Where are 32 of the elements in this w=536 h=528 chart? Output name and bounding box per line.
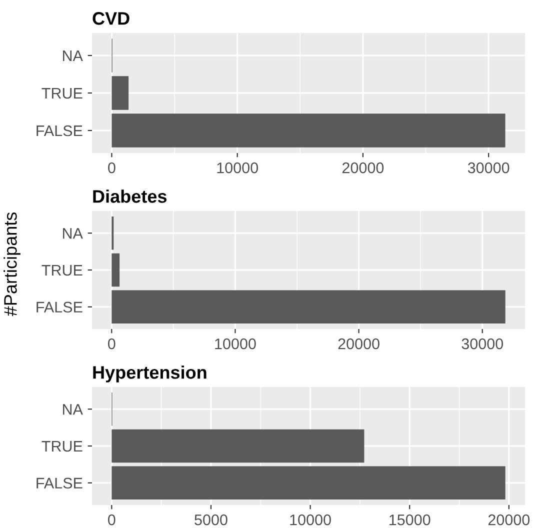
x-tick-label: 10000: [215, 338, 256, 350]
x-tick-label: 30000: [462, 338, 504, 350]
y-tick-label: TRUE: [42, 441, 82, 452]
x-tick-label: 30000: [468, 162, 510, 174]
x-tick-label: 0: [108, 338, 116, 350]
y-tick-label: NA: [63, 50, 83, 62]
x-tick-label: 5000: [194, 514, 228, 526]
chart-title: Hypertension: [93, 366, 206, 382]
bar: [112, 466, 506, 500]
bar: [112, 290, 506, 324]
y-tick-label: NA: [63, 228, 83, 239]
x-tick-label: 20000: [338, 338, 380, 350]
x-tick-label: 20000: [342, 162, 384, 174]
x-tick-label: 0: [108, 162, 116, 174]
x-tick-label: 0: [108, 514, 116, 526]
y-tick-label: TRUE: [42, 88, 82, 99]
x-tick-label: 10000: [217, 162, 258, 174]
y-tick-label: FALSE: [36, 125, 82, 136]
bar: [112, 253, 120, 287]
y-tick-label: TRUE: [42, 265, 82, 276]
x-tick-label: 15000: [390, 514, 430, 526]
bar: [112, 114, 506, 148]
bar: [112, 76, 129, 110]
chart-title: Diabetes: [93, 190, 167, 203]
y-tick-label: FALSE: [36, 478, 82, 489]
chart-title: CVD: [92, 12, 130, 25]
y-tick-label: NA: [63, 404, 83, 415]
y-tick-label: FALSE: [36, 302, 82, 313]
x-tick-label: 10000: [290, 514, 331, 526]
x-tick-label: 20000: [488, 514, 530, 526]
bar: [112, 429, 364, 463]
y-axis-title: #Participants: [4, 212, 20, 316]
